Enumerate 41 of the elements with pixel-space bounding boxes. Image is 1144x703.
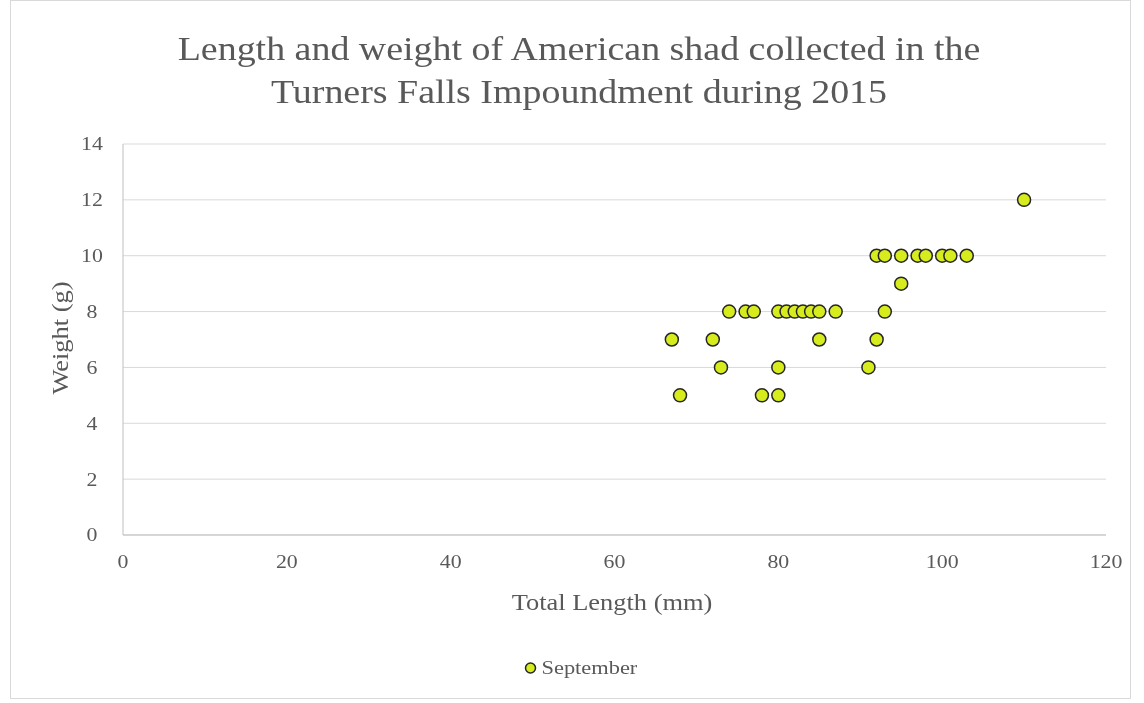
point xyxy=(869,332,884,347)
point xyxy=(828,304,843,319)
x-tick-label: 0 xyxy=(117,551,129,573)
point xyxy=(893,276,909,291)
x-tick-label: 40 xyxy=(439,551,462,573)
point xyxy=(861,360,876,375)
point xyxy=(918,248,934,263)
x-tick-label: 80 xyxy=(767,551,790,573)
point xyxy=(812,304,827,319)
y-axis-title: Weight (g) xyxy=(47,281,74,395)
y-tick-label: 8 xyxy=(86,301,98,322)
point xyxy=(705,332,721,347)
point xyxy=(1016,192,1032,208)
point xyxy=(877,248,893,263)
point xyxy=(754,388,770,403)
y-tick-label: 10 xyxy=(81,245,103,266)
x-axis-title: Total Length (mm) xyxy=(511,589,713,616)
y-tick-label: 6 xyxy=(86,357,98,378)
point xyxy=(812,332,827,347)
point xyxy=(771,360,786,375)
point xyxy=(959,248,974,263)
point xyxy=(721,304,737,319)
x-tick-label: 60 xyxy=(603,551,626,573)
point xyxy=(877,304,893,319)
y-tick-label: 2 xyxy=(86,468,98,490)
chart-title: Length and weight of American shad collected in the Turners Falls Impoundment during 2015 xyxy=(177,30,981,111)
point xyxy=(943,248,958,263)
point xyxy=(893,248,909,263)
x-tick-label: 120 xyxy=(1089,551,1123,573)
y-tick-label: 12 xyxy=(81,189,103,211)
point xyxy=(713,360,729,375)
y-tick-label: 0 xyxy=(86,524,98,546)
legend-label: September xyxy=(541,656,638,680)
y-tick-label: 4 xyxy=(86,413,98,434)
point xyxy=(771,388,786,403)
point xyxy=(672,388,688,403)
point xyxy=(664,332,680,347)
x-tick-label: 100 xyxy=(925,551,959,573)
y-tick-label: 14 xyxy=(81,133,103,155)
point xyxy=(746,304,762,319)
x-tick-label: 20 xyxy=(275,551,298,573)
